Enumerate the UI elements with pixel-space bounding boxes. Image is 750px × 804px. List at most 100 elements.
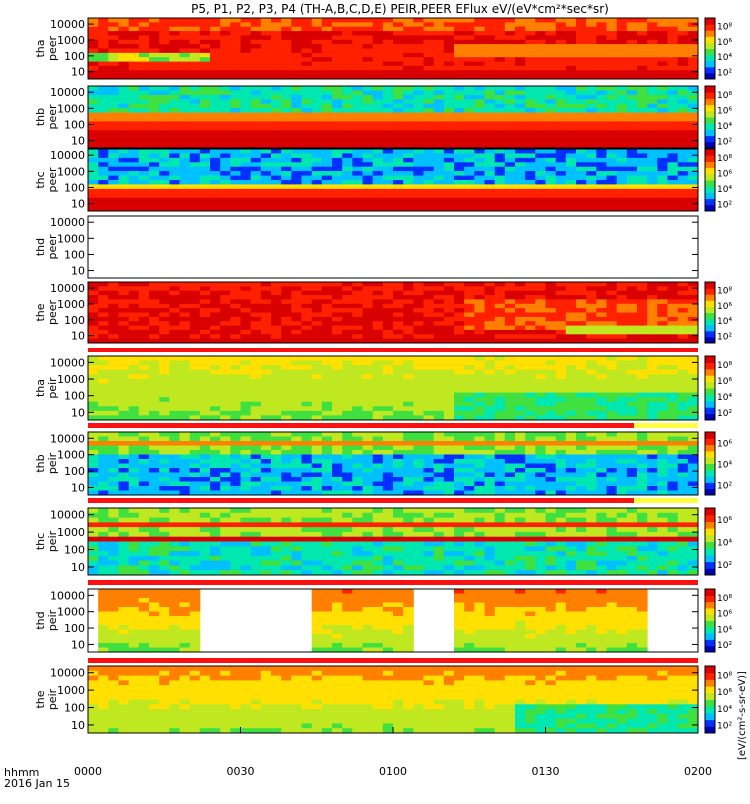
heatmap-cell [373,388,384,393]
heatmap-cell [230,167,241,172]
heatmap-cell [576,459,587,464]
heatmap-cell [98,308,109,313]
heatmap-cell [241,450,252,455]
colorbar-tick-label: 10⁴ [717,393,732,403]
heatmap-cell [322,198,333,203]
heatmap-cell [607,57,618,62]
heatmap-cell [169,135,180,140]
heatmap-cell [403,411,414,416]
heatmap-cell [302,295,313,300]
y-tick-label: 10000 [50,18,85,31]
heatmap-cell [454,27,465,32]
heatmap-cell [495,113,506,118]
heatmap-cell [190,330,201,335]
heatmap-cell [108,189,119,194]
heatmap-cell [373,361,384,366]
heatmap-cell [129,473,140,478]
heatmap-cell [129,459,140,464]
heatmap-cell [322,99,333,104]
heatmap-cell [139,313,150,318]
heatmap-cell [474,90,485,95]
heatmap-cell [302,22,313,27]
heatmap-cell [444,86,455,91]
heatmap-cell [678,308,689,313]
heatmap-cell [261,171,272,176]
heatmap-cell [251,402,262,407]
heatmap-cell [464,379,475,384]
heatmap-cell [271,53,282,58]
heatmap-cell [546,446,557,451]
heatmap-cell [332,180,343,185]
heatmap-cell [607,126,618,131]
heatmap-cell [220,53,231,58]
heatmap-cell [515,86,526,91]
heatmap-cell [180,370,191,375]
heatmap-cell [342,70,353,75]
heatmap-cell [119,477,130,482]
heatmap-cell [464,473,475,478]
heatmap-cell [668,437,679,442]
colorbar-tick-label: 10⁶ [717,302,732,312]
heatmap-cell [281,130,292,135]
heatmap-cell [322,308,333,313]
heatmap-cell [515,450,526,455]
heatmap-cell [169,295,180,300]
heatmap-cell [576,464,587,469]
heatmap-cell [586,49,597,54]
heatmap-cell [424,374,435,379]
heatmap-cell [525,104,536,109]
heatmap-cell [495,180,506,185]
heatmap-cell [688,121,699,126]
heatmap-cell [342,370,353,375]
heatmap-cell [485,286,496,291]
heatmap-cell [190,334,201,339]
heatmap-cell [281,139,292,144]
heatmap-cell [535,108,546,113]
heatmap-cell [302,57,313,62]
heatmap-cell [424,117,435,122]
heatmap-cell [668,108,679,113]
heatmap-cell [210,193,221,198]
heatmap-cell [413,330,424,335]
heatmap-cell [454,317,465,322]
heatmap-cell [281,27,292,32]
heatmap-cell [210,299,221,304]
heatmap-cell [342,202,353,207]
heatmap-cell [129,388,140,393]
heatmap-cell [291,437,302,442]
heatmap-cell [190,299,201,304]
heatmap-cell [596,70,607,75]
heatmap-cell [108,57,119,62]
heatmap-cell [393,31,404,36]
heatmap-cell [546,406,557,411]
heatmap-cell [678,90,689,95]
heatmap-cell [271,66,282,71]
heatmap-cell [617,450,628,455]
heatmap-cell [210,66,221,71]
heatmap-cell [424,402,435,407]
heatmap-cell [261,53,272,58]
heatmap-cell [454,126,465,131]
heatmap-cell [342,468,353,473]
heatmap-cell [647,193,658,198]
heatmap-cell [525,153,536,158]
heatmap-cell [454,437,465,442]
heatmap-cell [444,70,455,75]
heatmap-cell [383,393,394,398]
heatmap-cell [403,104,414,109]
heatmap-cell [424,326,435,331]
heatmap-cell [291,308,302,313]
heatmap-cell [464,411,475,416]
heatmap-cell [108,184,119,189]
heatmap-cell [596,193,607,198]
heatmap-cell [627,167,638,172]
heatmap-cell [566,18,577,23]
heatmap-cell [474,411,485,416]
heatmap-cell [688,450,699,455]
heatmap-cell [525,361,536,366]
heatmap-cell [352,397,363,402]
heatmap-cell [556,295,567,300]
heatmap-cell [271,291,282,296]
heatmap-cell [281,365,292,370]
heatmap-cell [383,90,394,95]
